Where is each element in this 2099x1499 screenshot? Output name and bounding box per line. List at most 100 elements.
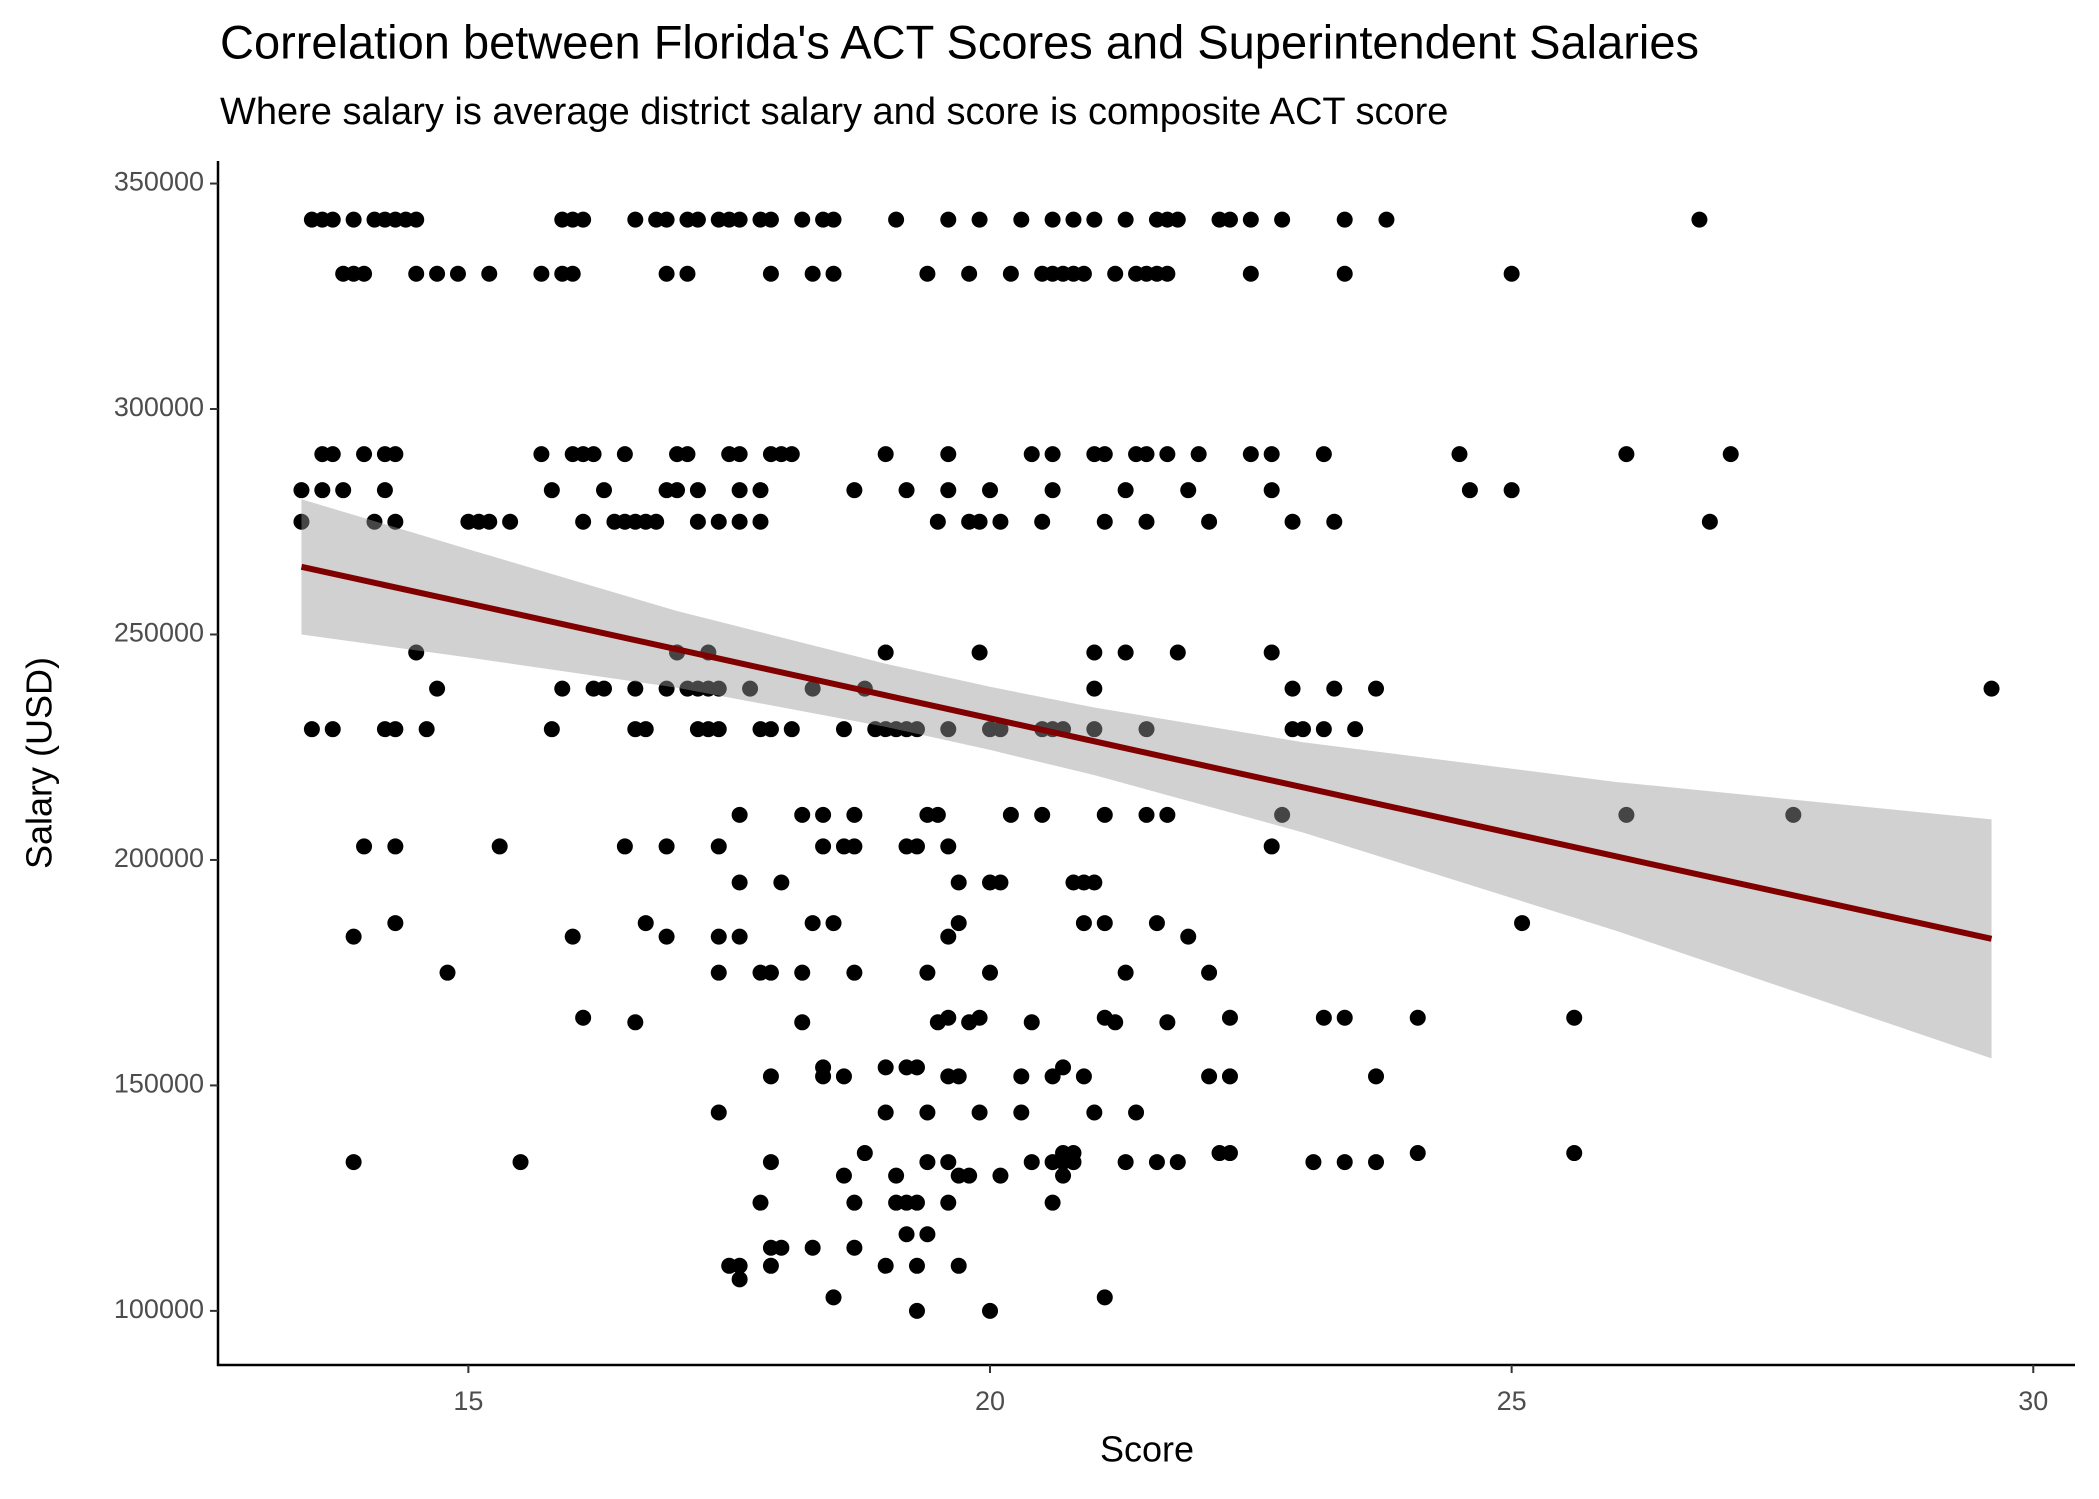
point bbox=[408, 211, 425, 228]
point bbox=[731, 211, 748, 228]
point bbox=[731, 874, 748, 891]
point bbox=[637, 721, 654, 738]
point bbox=[1326, 680, 1343, 697]
point bbox=[1315, 1009, 1332, 1026]
point bbox=[387, 446, 404, 463]
point bbox=[1013, 1104, 1030, 1121]
point bbox=[762, 265, 779, 282]
point bbox=[1148, 1154, 1165, 1171]
point bbox=[1107, 265, 1124, 282]
point bbox=[575, 211, 592, 228]
point bbox=[1378, 211, 1395, 228]
point bbox=[627, 1014, 644, 1031]
point bbox=[940, 446, 957, 463]
point bbox=[418, 721, 435, 738]
point bbox=[804, 680, 821, 697]
point bbox=[689, 482, 706, 499]
point bbox=[1034, 513, 1051, 530]
y-tick-label: 150000 bbox=[114, 1069, 204, 1099]
point bbox=[794, 806, 811, 823]
point bbox=[835, 1167, 852, 1184]
point bbox=[804, 915, 821, 932]
point bbox=[731, 446, 748, 463]
point bbox=[1138, 806, 1155, 823]
point bbox=[1169, 1154, 1186, 1171]
point bbox=[804, 265, 821, 282]
point bbox=[1263, 838, 1280, 855]
point bbox=[940, 721, 957, 738]
point bbox=[762, 964, 779, 981]
point bbox=[1159, 446, 1176, 463]
point bbox=[627, 211, 644, 228]
point bbox=[971, 1104, 988, 1121]
point bbox=[835, 1068, 852, 1085]
point bbox=[585, 446, 602, 463]
point bbox=[731, 482, 748, 499]
point bbox=[669, 482, 686, 499]
x-tick-label: 30 bbox=[2018, 1386, 2048, 1416]
point bbox=[1336, 1154, 1353, 1171]
point bbox=[679, 265, 696, 282]
y-tick-label: 100000 bbox=[114, 1294, 204, 1324]
point bbox=[1128, 1104, 1145, 1121]
point bbox=[1096, 513, 1113, 530]
point bbox=[491, 838, 508, 855]
point bbox=[1086, 644, 1103, 661]
x-tick-label: 25 bbox=[1497, 1386, 1527, 1416]
point bbox=[888, 211, 905, 228]
point bbox=[1013, 211, 1030, 228]
point bbox=[710, 1104, 727, 1121]
point bbox=[387, 838, 404, 855]
point bbox=[1347, 721, 1364, 738]
point bbox=[835, 721, 852, 738]
point bbox=[908, 721, 925, 738]
confidence-band bbox=[301, 499, 1992, 1059]
point bbox=[481, 265, 498, 282]
point bbox=[877, 446, 894, 463]
point bbox=[616, 446, 633, 463]
point bbox=[1983, 680, 2000, 697]
point bbox=[971, 644, 988, 661]
point bbox=[731, 806, 748, 823]
point bbox=[846, 806, 863, 823]
point bbox=[1117, 1154, 1134, 1171]
point bbox=[929, 513, 946, 530]
point bbox=[825, 915, 842, 932]
x-tick-label: 15 bbox=[453, 1386, 483, 1416]
point bbox=[856, 1145, 873, 1162]
point bbox=[950, 915, 967, 932]
point bbox=[1201, 513, 1218, 530]
point bbox=[1117, 964, 1134, 981]
point bbox=[1044, 211, 1061, 228]
point bbox=[1618, 806, 1635, 823]
point bbox=[710, 513, 727, 530]
point bbox=[1117, 211, 1134, 228]
point bbox=[940, 482, 957, 499]
point bbox=[919, 265, 936, 282]
point bbox=[1086, 874, 1103, 891]
point bbox=[1305, 1154, 1322, 1171]
point bbox=[1368, 1068, 1385, 1085]
point bbox=[1013, 1068, 1030, 1085]
point bbox=[533, 446, 550, 463]
point bbox=[1180, 482, 1197, 499]
point bbox=[376, 482, 393, 499]
point bbox=[877, 1104, 894, 1121]
point bbox=[596, 680, 613, 697]
y-tick-label: 200000 bbox=[114, 843, 204, 873]
point bbox=[1159, 806, 1176, 823]
point bbox=[731, 1257, 748, 1274]
point bbox=[1055, 1167, 1072, 1184]
point bbox=[1023, 1014, 1040, 1031]
point bbox=[762, 1257, 779, 1274]
point bbox=[940, 211, 957, 228]
point bbox=[1002, 806, 1019, 823]
point bbox=[658, 211, 675, 228]
point bbox=[596, 482, 613, 499]
point bbox=[408, 265, 425, 282]
point bbox=[1086, 680, 1103, 697]
point bbox=[982, 1302, 999, 1319]
point bbox=[627, 680, 644, 697]
point bbox=[752, 513, 769, 530]
